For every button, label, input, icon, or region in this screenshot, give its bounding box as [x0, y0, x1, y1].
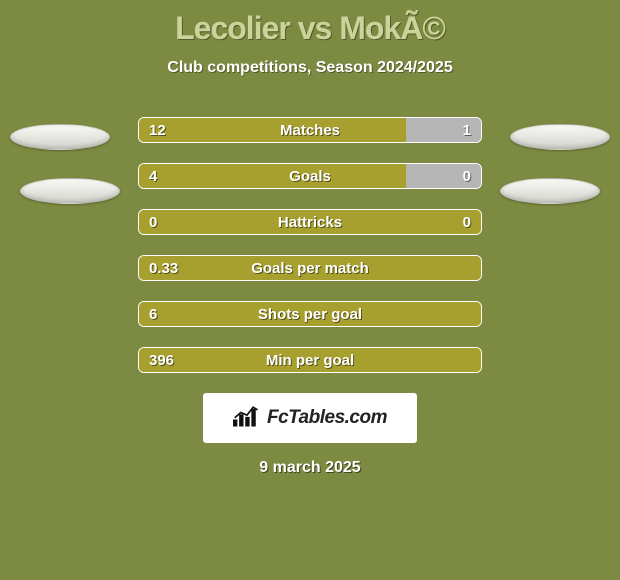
- stat-bar: 121Matches: [138, 117, 482, 143]
- brand-logo-icon: [233, 404, 261, 433]
- player-photo-right-2: [500, 178, 600, 204]
- stat-label: Shots per goal: [139, 302, 481, 326]
- stat-bar: 396Min per goal: [138, 347, 482, 373]
- stat-label: Goals: [139, 164, 481, 188]
- stat-label: Min per goal: [139, 348, 481, 372]
- subtitle: Club competitions, Season 2024/2025: [0, 59, 620, 77]
- stat-bar: 0.33Goals per match: [138, 255, 482, 281]
- brand-badge: FcTables.com: [203, 393, 417, 443]
- stat-bars: 121Matches 40Goals 00Hattricks 0.33Goals pe…: [138, 117, 482, 373]
- player-photo-left-2: [20, 178, 120, 204]
- brand-text: FcTables.com: [267, 407, 387, 429]
- player-photo-right-1: [510, 124, 610, 150]
- stat-label: Goals per match: [139, 256, 481, 280]
- snapshot-date: 9 march 2025: [0, 459, 620, 477]
- player-photo-left-1: [10, 124, 110, 150]
- comparison-card: Lecolier vs MokÃ© Club competitions, Sea…: [0, 0, 620, 580]
- stat-bar: 00Hattricks: [138, 209, 482, 235]
- stat-bar: 40Goals: [138, 163, 482, 189]
- page-title: Lecolier vs MokÃ©: [0, 10, 620, 47]
- stat-label: Hattricks: [139, 210, 481, 234]
- stat-bar: 6Shots per goal: [138, 301, 482, 327]
- stat-label: Matches: [139, 118, 481, 142]
